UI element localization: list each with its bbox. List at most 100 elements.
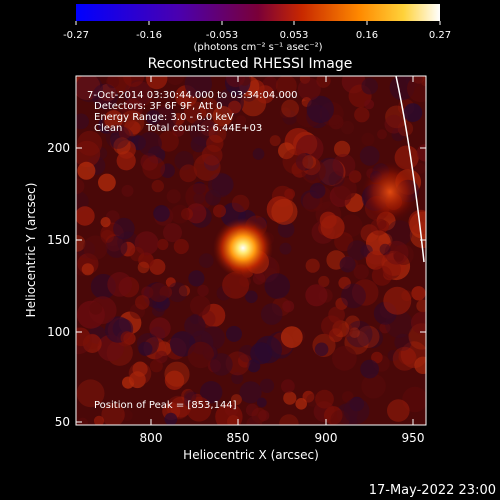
image-texture-blob	[306, 95, 334, 124]
image-texture-blob	[258, 410, 270, 422]
image-texture-blob	[339, 214, 363, 237]
image-texture-blob	[149, 282, 169, 303]
image-texture-blob	[280, 326, 303, 348]
image-texture-blob	[281, 379, 295, 394]
image-texture-blob	[365, 250, 386, 270]
image-texture-blob	[256, 397, 267, 408]
image-texture-blob	[89, 301, 103, 315]
image-texture-blob	[295, 153, 314, 171]
y-tick-label: 200	[47, 141, 70, 155]
image-texture-blob	[377, 129, 387, 140]
image-texture-blob	[137, 261, 150, 274]
image-texture-blob	[345, 320, 373, 348]
plot-timestamp: 17-May-2022 23:00	[369, 483, 496, 498]
image-texture-blob	[213, 204, 226, 218]
x-tick-label: 950	[402, 431, 425, 445]
x-tick-label: 800	[140, 431, 163, 445]
image-texture-blob	[76, 178, 85, 194]
image-texture-blob	[354, 107, 370, 123]
colorbar-tick-label: 0.27	[429, 30, 451, 41]
colorbar-tick-label: 0.16	[356, 30, 378, 41]
image-texture-blob	[135, 295, 150, 310]
image-texture-blob	[92, 83, 118, 110]
image-texture-blob	[83, 235, 108, 260]
image-texture-blob	[186, 203, 207, 224]
image-texture-blob	[386, 220, 413, 246]
image-texture-blob	[338, 322, 353, 338]
image-texture-blob	[347, 240, 368, 261]
image-texture-blob	[392, 346, 417, 371]
image-texture-blob	[319, 211, 337, 229]
image-texture-blob	[230, 394, 242, 406]
image-texture-blob	[76, 113, 89, 130]
image-texture-blob	[160, 163, 175, 178]
image-texture-blob	[226, 325, 242, 342]
image-texture-blob	[394, 333, 412, 351]
image-texture-blob	[129, 246, 145, 262]
image-texture-blob	[123, 120, 140, 137]
image-texture-blob	[181, 208, 193, 220]
image-texture-blob	[407, 76, 426, 103]
image-texture-blob	[121, 409, 133, 422]
image-texture-blob	[104, 110, 123, 129]
image-texture-blob	[201, 144, 223, 166]
image-texture-blob	[210, 353, 233, 376]
image-texture-blob	[238, 76, 252, 86]
image-texture-blob	[279, 107, 291, 119]
image-texture-blob	[282, 300, 295, 313]
image-texture-blob	[334, 140, 351, 157]
image-texture-blob	[228, 100, 242, 114]
image-texture-blob	[379, 322, 391, 334]
rhessi-map	[76, 76, 426, 425]
image-texture-blob	[164, 412, 178, 425]
image-texture-blob	[328, 306, 345, 324]
image-texture-blob	[151, 179, 164, 193]
image-texture-blob	[384, 240, 409, 265]
image-texture-blob	[341, 283, 366, 309]
image-texture-blob	[76, 206, 95, 226]
image-texture-blob	[120, 331, 134, 345]
image-texture-blob	[166, 189, 181, 204]
image-texture-blob	[76, 235, 86, 252]
image-texture-blob	[215, 403, 243, 425]
image-texture-blob	[186, 396, 212, 422]
image-texture-blob	[184, 76, 212, 98]
image-texture-blob	[197, 284, 209, 297]
image-texture-blob	[351, 279, 379, 306]
image-texture-blob	[170, 204, 190, 224]
image-texture-blob	[334, 177, 357, 201]
image-texture-blob	[297, 77, 321, 101]
image-texture-blob	[155, 350, 168, 364]
image-texture-blob	[105, 124, 130, 149]
image-texture-blob	[225, 351, 250, 376]
image-texture-blob	[361, 132, 375, 146]
image-texture-blob	[200, 381, 223, 404]
image-texture-blob	[315, 389, 334, 409]
image-texture-blob	[314, 342, 329, 357]
detectors: Detectors: 3F 6F 9F, Att 0	[94, 101, 222, 112]
peak-position: Position of Peak = [853,144]	[94, 400, 237, 411]
image-texture-blob	[376, 219, 387, 230]
image-texture-blob	[378, 220, 390, 232]
image-texture-blob	[250, 342, 273, 365]
image-texture-blob	[185, 183, 213, 211]
colorbar-tick-label: -0.27	[63, 30, 89, 41]
image-texture-blob	[225, 76, 237, 87]
image-texture-blob	[107, 272, 133, 297]
y-tick-label: 50	[55, 415, 70, 429]
image-texture-blob	[76, 379, 105, 408]
image-texture-blob	[364, 99, 375, 110]
image-texture-blob	[277, 221, 295, 238]
image-texture-blob	[113, 137, 131, 155]
total-counts: Total counts: 6.44E+03	[145, 123, 262, 134]
image-texture-blob	[245, 290, 258, 304]
image-texture-blob	[105, 235, 128, 258]
image-texture-blob	[76, 327, 91, 347]
image-texture-blob	[128, 362, 152, 385]
image-texture-blob	[360, 359, 379, 379]
image-texture-blob	[106, 76, 120, 89]
image-texture-blob	[302, 390, 315, 403]
image-texture-blob	[403, 103, 423, 122]
energy-range: Energy Range: 3.0 - 6.0 keV	[94, 112, 234, 123]
